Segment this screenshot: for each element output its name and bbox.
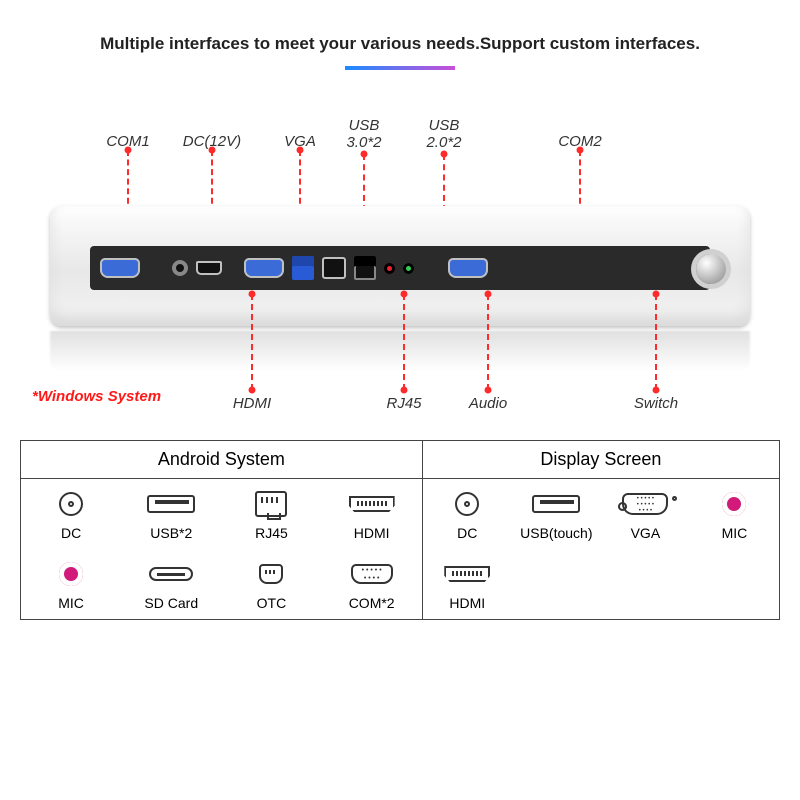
dc-icon — [59, 492, 83, 516]
port-cell-sd: SD Card — [121, 549, 221, 619]
port-cell-label: OTC — [257, 595, 287, 611]
port-cell-rj45: RJ45 — [221, 479, 321, 549]
leader-dot — [249, 387, 256, 394]
port-strip — [90, 246, 710, 290]
leader-line — [655, 294, 657, 390]
port-callout: Audio — [438, 396, 538, 413]
leader-line — [487, 294, 489, 390]
port-cell-label: DC — [457, 525, 477, 541]
port-cell-usb: USB*2 — [121, 479, 221, 549]
leader-dot — [401, 387, 408, 394]
port-cell-otc: OTC — [221, 549, 321, 619]
device-chassis — [50, 206, 750, 326]
port-cell-mic: MIC — [690, 479, 779, 549]
device-diagram: COM1DC(12V)VGAUSB 3.0*2USB 2.0*2COM2 HDM… — [0, 76, 800, 436]
port-cell-mic: MIC — [21, 549, 121, 619]
android-table-header: Android System — [21, 441, 422, 479]
audio-green-icon — [403, 263, 414, 274]
usb-icon — [147, 495, 195, 513]
port-cell-label: DC — [61, 525, 81, 541]
otc-icon — [259, 564, 283, 584]
power-switch-icon — [696, 254, 726, 284]
vga-port-icon — [244, 258, 284, 278]
usb3-ports-icon — [292, 256, 314, 280]
port-cell-label: RJ45 — [255, 525, 288, 541]
android-system-table: Android System DC USB*2 RJ45 HDMI MIC SD Card… — [21, 441, 423, 619]
port-cell-label: COM*2 — [349, 595, 395, 611]
port-cell-label: HDMI — [449, 595, 485, 611]
headline: Multiple interfaces to meet your various… — [0, 0, 800, 54]
rj45-icon — [255, 491, 287, 517]
port-cell-label: HDMI — [354, 525, 390, 541]
dc-jack-icon — [172, 260, 188, 276]
leader-line — [403, 294, 405, 390]
usb-icon — [532, 495, 580, 513]
mic-icon — [722, 492, 746, 516]
port-cell-label: USB*2 — [150, 525, 192, 541]
com-icon — [351, 564, 393, 584]
port-cell-hdmi: HDMI — [322, 479, 422, 549]
port-cell-vga: VGA — [601, 479, 690, 549]
hdmi-icon — [349, 496, 395, 512]
port-cell-label: SD Card — [144, 595, 198, 611]
rj45-port-icon — [322, 257, 346, 279]
dc-icon — [455, 492, 479, 516]
port-cell-label: VGA — [631, 525, 661, 541]
port-cell-label: MIC — [58, 595, 84, 611]
sd-icon — [149, 567, 193, 581]
system-note: *Windows System — [32, 388, 161, 405]
audio-red-icon — [384, 263, 395, 274]
mic-icon — [59, 562, 83, 586]
usb2-ports-icon — [354, 256, 376, 280]
port-callout: Switch — [606, 396, 706, 413]
leader-dot — [485, 387, 492, 394]
com2-port-icon — [448, 258, 488, 278]
display-screen-table: Display Screen DC USB(touch) VGA MIC HDMI — [423, 441, 779, 619]
port-cell-label: USB(touch) — [520, 525, 592, 541]
port-callout: USB 2.0*2 — [394, 118, 494, 151]
port-callout: HDMI — [202, 396, 302, 413]
vga-icon — [622, 493, 668, 515]
port-cell-dc: DC — [423, 479, 512, 549]
port-cell-hdmi: HDMI — [423, 549, 512, 619]
com1-port-icon — [100, 258, 140, 278]
accent-bar — [345, 66, 455, 70]
leader-line — [251, 294, 253, 390]
display-table-header: Display Screen — [423, 441, 779, 479]
hdmi-port-icon — [196, 261, 222, 275]
port-cell-usb: USB(touch) — [512, 479, 601, 549]
port-cell-dc: DC — [21, 479, 121, 549]
port-cell-com: COM*2 — [322, 549, 422, 619]
port-tables: Android System DC USB*2 RJ45 HDMI MIC SD Card… — [20, 440, 780, 620]
port-cell-label: MIC — [722, 525, 748, 541]
hdmi-icon — [444, 566, 490, 582]
leader-dot — [653, 387, 660, 394]
device-reflection — [50, 331, 750, 371]
